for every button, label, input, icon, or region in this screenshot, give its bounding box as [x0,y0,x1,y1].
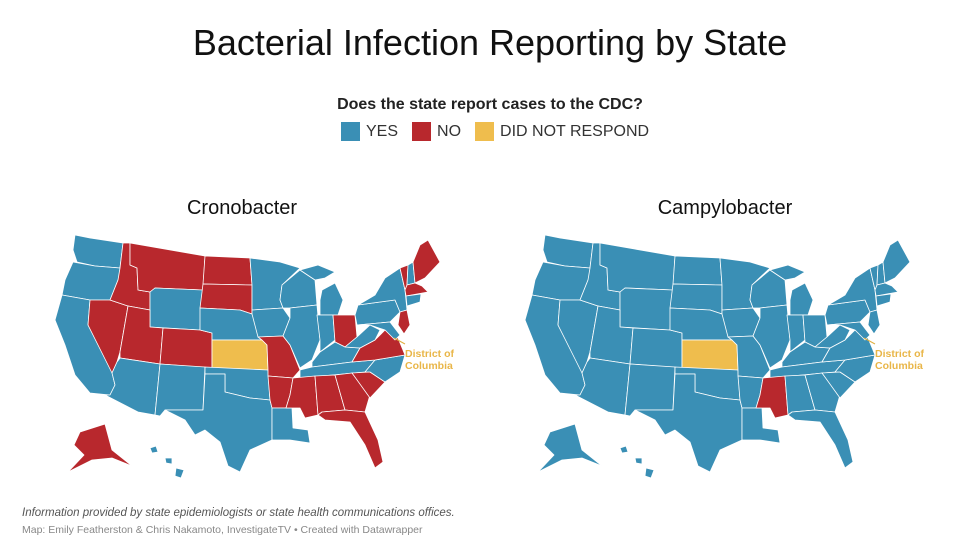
state-hi[interactable] [644,467,655,479]
legend-label-no: NO [437,122,462,140]
state-mi[interactable] [299,264,336,281]
state-nj[interactable] [867,309,881,335]
state-nd[interactable] [672,255,723,286]
map-title-cronobacter: Cronobacter [186,197,298,219]
dc-label: District of [875,348,925,360]
state-tx[interactable] [634,373,743,473]
dc-label: Columbia [875,360,923,372]
state-fl[interactable] [317,409,384,469]
legend: YES NO DID NOT RESPOND [341,122,663,141]
dc-label: District of [405,348,455,360]
dc-leader-line [393,337,406,345]
legend-label-dnr: DID NOT RESPOND [500,122,650,140]
state-in[interactable] [786,314,806,353]
state-ga[interactable] [804,372,841,413]
legend-swatch-dnr [475,122,495,141]
state-me[interactable] [882,239,911,284]
state-nj[interactable] [397,309,411,335]
state-co[interactable] [159,327,213,369]
legend-item-dnr: DID NOT RESPOND [475,122,649,141]
state-ma[interactable] [404,282,429,297]
state-mt[interactable] [129,242,206,293]
state-hi[interactable] [634,457,643,465]
state-ak[interactable] [67,423,133,473]
legend-label-yes: YES [366,122,399,140]
state-ak[interactable] [537,423,603,473]
state-wy[interactable] [149,287,204,331]
state-ks[interactable] [211,339,269,371]
state-mt[interactable] [599,242,676,293]
state-hi[interactable] [149,445,159,454]
legend-question: Does the state report cases to the CDC? [337,96,643,113]
dc-leader-line [863,337,876,345]
state-ks[interactable] [681,339,739,371]
state-ma[interactable] [874,282,899,297]
chart-title: Bacterial Infection Reporting by State [192,22,788,63]
state-wy[interactable] [619,287,674,331]
state-md[interactable] [826,321,871,341]
dc-label: Columbia [405,360,453,372]
state-md[interactable] [356,321,401,341]
legend-swatch-yes [341,122,360,141]
map-title-campylobacter: Campylobacter [657,197,793,219]
legend-item-yes: YES [341,122,398,141]
state-hi[interactable] [174,467,185,479]
footnote: Information provided by state epidemiolo… [22,507,455,519]
state-nm[interactable] [624,363,676,417]
state-me[interactable] [412,239,441,284]
state-mi[interactable] [789,282,814,316]
state-hi[interactable] [164,457,173,465]
state-fl[interactable] [787,409,854,469]
legend-item-no: NO [412,122,461,141]
state-nm[interactable] [154,363,206,417]
legend-swatch-no [412,122,432,141]
state-ct[interactable] [875,293,892,307]
state-la[interactable] [741,407,781,444]
credit: Map: Emily Featherston & Chris Nakamoto,… [22,524,423,536]
state-tx[interactable] [164,373,273,473]
state-in[interactable] [316,314,336,353]
state-ga[interactable] [334,372,371,413]
state-la[interactable] [271,407,311,444]
state-ct[interactable] [405,293,422,307]
state-mi[interactable] [769,264,806,281]
state-nd[interactable] [202,255,253,286]
state-co[interactable] [629,327,683,369]
state-hi[interactable] [619,445,629,454]
state-mi[interactable] [319,282,344,316]
